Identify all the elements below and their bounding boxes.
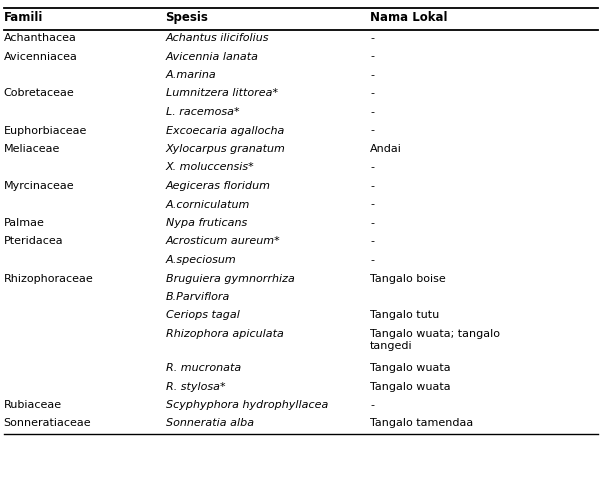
Text: Tangalo tutu: Tangalo tutu	[370, 310, 439, 320]
Text: -: -	[370, 51, 374, 61]
Text: Excoecaria agallocha: Excoecaria agallocha	[166, 126, 284, 136]
Text: X. moluccensis*: X. moluccensis*	[166, 162, 254, 172]
Text: Rhizophoraceae: Rhizophoraceae	[4, 274, 93, 284]
Text: -: -	[370, 237, 374, 247]
Text: Avicenniacea: Avicenniacea	[4, 51, 78, 61]
Text: Tangalo boise: Tangalo boise	[370, 274, 446, 284]
Text: -: -	[370, 89, 374, 99]
Text: L. racemosa*: L. racemosa*	[166, 107, 239, 117]
Text: A.corniculatum: A.corniculatum	[166, 199, 250, 209]
Text: Aegiceras floridum: Aegiceras floridum	[166, 181, 270, 191]
Text: -: -	[370, 181, 374, 191]
Text: Nama Lokal: Nama Lokal	[370, 11, 448, 24]
Text: Tangalo wuata: Tangalo wuata	[370, 382, 451, 392]
Text: -: -	[370, 162, 374, 172]
Text: Xylocarpus granatum: Xylocarpus granatum	[166, 144, 285, 154]
Text: Tangalo wuata; tangalo
tangedi: Tangalo wuata; tangalo tangedi	[370, 329, 500, 350]
Text: Ceriops tagal: Ceriops tagal	[166, 310, 240, 320]
Text: Euphorbiaceae: Euphorbiaceae	[4, 126, 87, 136]
Text: Sonneratia alba: Sonneratia alba	[166, 418, 253, 429]
Text: -: -	[370, 255, 374, 265]
Text: Lumnitzera littorea*: Lumnitzera littorea*	[166, 89, 278, 99]
Text: R. mucronata: R. mucronata	[166, 363, 241, 373]
Text: Achantus ilicifolius: Achantus ilicifolius	[166, 33, 269, 43]
Text: Cobretaceae: Cobretaceae	[4, 89, 75, 99]
Text: Myrcinaceae: Myrcinaceae	[4, 181, 74, 191]
Text: Achanthacea: Achanthacea	[4, 33, 76, 43]
Text: Spesis: Spesis	[166, 11, 208, 24]
Text: -: -	[370, 218, 374, 228]
Text: Tangalo tamendaa: Tangalo tamendaa	[370, 418, 474, 429]
Text: A.speciosum: A.speciosum	[166, 255, 237, 265]
Text: A.marina: A.marina	[166, 70, 216, 80]
Text: Bruguiera gymnorrhiza: Bruguiera gymnorrhiza	[166, 274, 294, 284]
Text: Tangalo wuata: Tangalo wuata	[370, 363, 451, 373]
Text: -: -	[370, 126, 374, 136]
Text: -: -	[370, 70, 374, 80]
Text: Pteridacea: Pteridacea	[4, 237, 63, 247]
Text: Nypa fruticans: Nypa fruticans	[166, 218, 247, 228]
Text: Sonneratiaceae: Sonneratiaceae	[4, 418, 92, 429]
Text: R. stylosa*: R. stylosa*	[166, 382, 225, 392]
Text: Acrosticum aureum*: Acrosticum aureum*	[166, 237, 281, 247]
Text: Rhizophora apiculata: Rhizophora apiculata	[166, 329, 284, 339]
Text: Rubiaceae: Rubiaceae	[4, 400, 62, 410]
Text: -: -	[370, 33, 374, 43]
Text: -: -	[370, 400, 374, 410]
Text: -: -	[370, 199, 374, 209]
Text: Andai: Andai	[370, 144, 402, 154]
Text: Famili: Famili	[4, 11, 43, 24]
Text: Meliaceae: Meliaceae	[4, 144, 60, 154]
Text: Avicennia lanata: Avicennia lanata	[166, 51, 258, 61]
Text: Scyphyphora hydrophyllacea: Scyphyphora hydrophyllacea	[166, 400, 328, 410]
Text: Palmae: Palmae	[4, 218, 45, 228]
Text: -: -	[370, 107, 374, 117]
Text: B.Parviflora: B.Parviflora	[166, 292, 230, 302]
